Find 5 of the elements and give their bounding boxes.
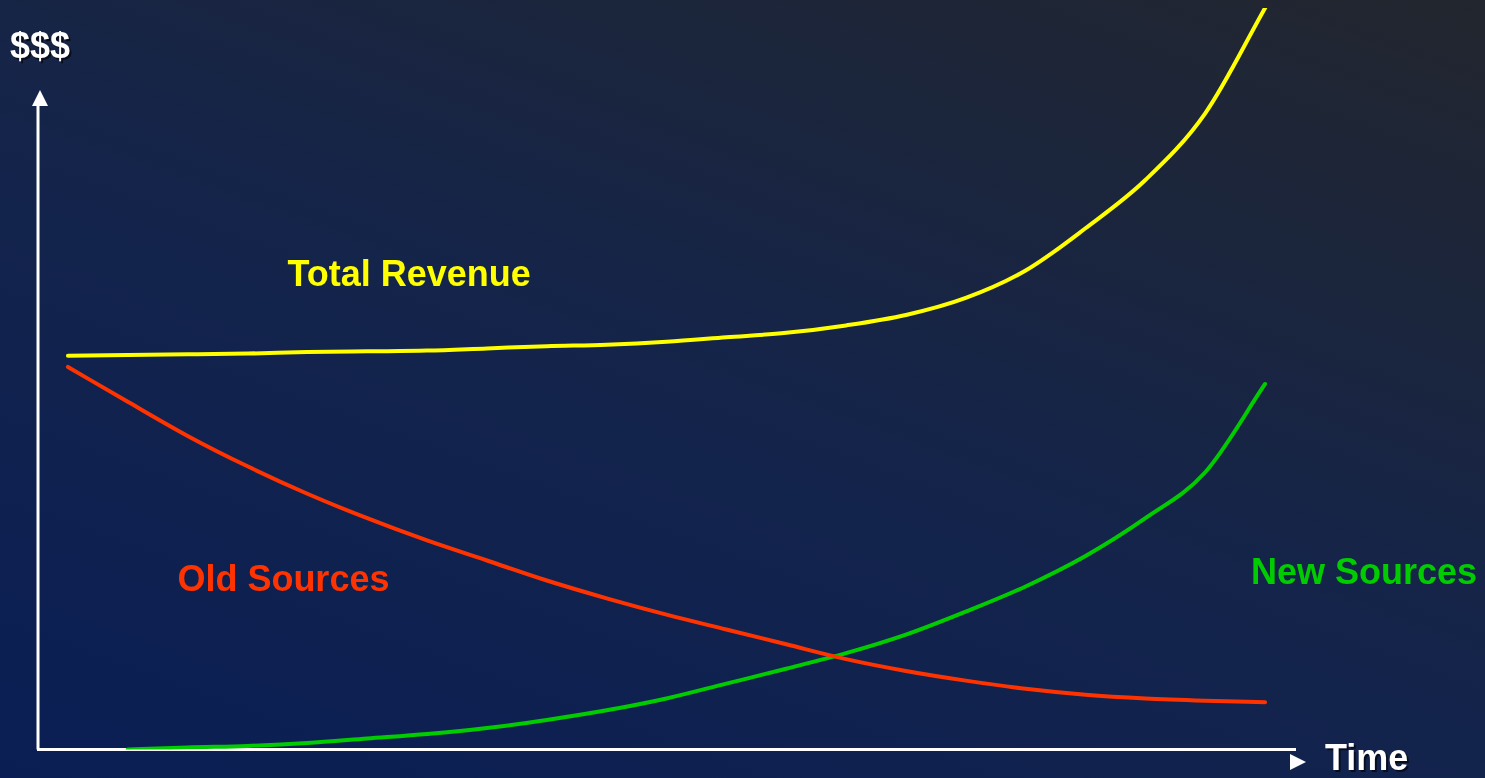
- y-axis-title: $$$: [12, 26, 73, 68]
- series-label: Old Sources: [177, 558, 390, 600]
- x-axis-title: Time: [1325, 736, 1409, 778]
- series-label: Total Revenue: [287, 253, 531, 295]
- text: New Sources: [1250, 550, 1477, 592]
